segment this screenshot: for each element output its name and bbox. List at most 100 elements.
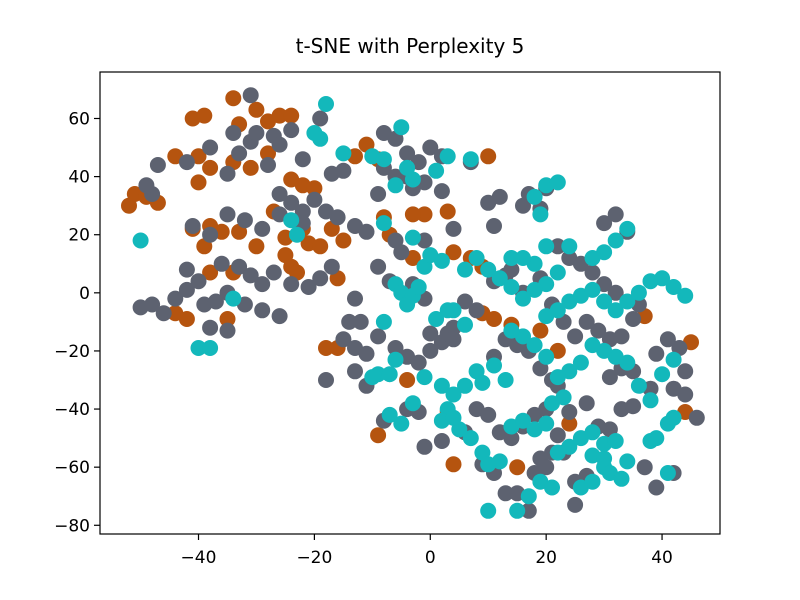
- scatter-point: [399, 372, 416, 388]
- scatter-point: [486, 357, 502, 374]
- scatter-point: [567, 328, 584, 345]
- scatter-point: [283, 122, 300, 139]
- scatter-point: [248, 125, 265, 141]
- scatter-point: [538, 415, 555, 432]
- scatter-point: [630, 284, 647, 301]
- scatter-point: [584, 473, 601, 490]
- scatter-point: [306, 125, 323, 141]
- scatter-point: [625, 398, 642, 415]
- scatter-point: [335, 331, 352, 348]
- scatter-point: [283, 212, 300, 229]
- scatter-point: [555, 389, 572, 406]
- scatter-point: [520, 502, 537, 519]
- scatter-point: [497, 372, 514, 388]
- scatter-point: [387, 340, 404, 356]
- scatter-point: [561, 438, 578, 455]
- scatter-point: [231, 258, 248, 275]
- scatter-point: [578, 395, 595, 412]
- scatter-point: [503, 250, 520, 266]
- scatter-point: [561, 404, 578, 420]
- scatter-point: [630, 377, 647, 394]
- scatter-point: [393, 244, 410, 261]
- x-tick-label: −40: [181, 548, 217, 568]
- scatter-point: [283, 194, 300, 211]
- scatter-point: [283, 107, 300, 124]
- scatter-point: [370, 328, 387, 345]
- scatter-point: [491, 188, 508, 205]
- y-tick-label: 60: [68, 109, 90, 129]
- scatter-point: [665, 409, 682, 426]
- scatter-point: [190, 273, 207, 290]
- x-tick-label: −20: [296, 548, 332, 568]
- scatter-point: [584, 264, 601, 281]
- scatter-point: [613, 328, 630, 345]
- scatter-point: [202, 319, 219, 336]
- scatter-point: [381, 366, 398, 383]
- scatter-point: [370, 186, 387, 202]
- scatter-point: [480, 406, 497, 423]
- scatter-point: [236, 212, 253, 229]
- scatter-point: [468, 302, 485, 319]
- scatter-point: [271, 136, 288, 153]
- scatter-point: [213, 255, 230, 272]
- scatter-point: [178, 311, 195, 327]
- scatter-point: [445, 220, 462, 237]
- points-layer: [121, 87, 705, 519]
- scatter-point: [242, 267, 259, 284]
- scatter-point: [480, 502, 497, 519]
- scatter-point: [549, 174, 566, 191]
- scatter-point: [312, 270, 329, 287]
- scatter-point: [318, 372, 334, 388]
- scatter-point: [335, 162, 352, 179]
- y-tick-label: −60: [54, 458, 90, 478]
- scatter-point: [410, 279, 427, 295]
- scatter-point: [254, 276, 271, 293]
- scatter-point: [178, 261, 195, 278]
- scatter-point: [422, 325, 439, 342]
- scatter-point: [416, 438, 433, 455]
- scatter-point: [318, 96, 334, 112]
- scatter-point: [132, 232, 149, 249]
- scatter-point: [538, 459, 555, 476]
- scatter-point: [457, 377, 473, 394]
- scatter-point: [242, 87, 259, 104]
- scatter-point: [404, 229, 421, 246]
- scatter-point: [596, 293, 613, 310]
- scatter-point: [219, 206, 236, 223]
- scatter-point: [654, 270, 671, 287]
- scatter-point: [294, 203, 311, 220]
- scatter-point: [399, 145, 416, 162]
- scatter-point: [289, 226, 305, 243]
- scatter-point: [410, 354, 427, 371]
- scatter-point: [544, 479, 560, 496]
- scatter-point: [486, 311, 502, 327]
- scatter-point: [503, 322, 520, 339]
- scatter-point: [207, 293, 224, 310]
- scatter-point: [202, 159, 219, 176]
- scatter-point: [619, 220, 636, 237]
- scatter-point: [184, 218, 201, 234]
- scatter-point: [665, 351, 682, 368]
- scatter-point: [659, 331, 676, 348]
- scatter-point: [178, 154, 195, 171]
- scatter-point: [445, 409, 462, 426]
- scatter-point: [457, 316, 473, 333]
- scatter-point: [254, 302, 271, 319]
- scatter-point: [306, 180, 323, 197]
- scatter-point: [538, 348, 555, 365]
- scatter-point: [509, 502, 526, 519]
- scatter-point: [225, 90, 242, 107]
- scatter-point: [648, 345, 665, 362]
- scatter-point: [370, 427, 387, 444]
- scatter-point: [393, 415, 410, 432]
- scatter-point: [422, 139, 439, 156]
- plot-frame: [99, 71, 721, 535]
- scatter-point: [433, 433, 450, 449]
- scatter-point: [572, 354, 589, 371]
- scatter-point: [642, 392, 659, 409]
- scatter-point: [561, 238, 578, 255]
- scatter-point: [457, 261, 473, 278]
- y-tick-label: 20: [68, 226, 90, 246]
- scatter-point: [399, 159, 416, 176]
